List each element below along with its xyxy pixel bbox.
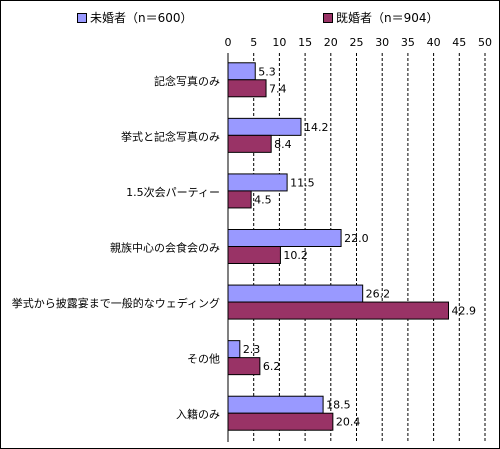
legend-swatch-unmarried bbox=[77, 12, 87, 23]
category-label: 挙式と記念写真のみ bbox=[121, 129, 220, 143]
category-label: 入籍のみ bbox=[176, 407, 220, 421]
data-label: 2.3 bbox=[243, 343, 261, 356]
category-label: 挙式から披露宴まで一般的なウェディング bbox=[12, 296, 220, 310]
bar bbox=[227, 79, 267, 98]
data-label: 22.0 bbox=[344, 232, 369, 245]
legend-item-married: 既婚者（n＝904） bbox=[323, 9, 439, 26]
data-label: 20.4 bbox=[336, 416, 361, 429]
x-tick-label: 0 bbox=[225, 36, 232, 49]
x-tick-label: 25 bbox=[350, 36, 364, 49]
x-tick-label: 35 bbox=[401, 36, 415, 49]
category-label: 記念写真のみ bbox=[154, 74, 220, 88]
x-tick-label: 45 bbox=[452, 36, 466, 49]
bar bbox=[227, 284, 364, 303]
x-tick-label: 15 bbox=[298, 36, 312, 49]
data-label: 5.3 bbox=[258, 65, 276, 78]
x-tick-label: 40 bbox=[427, 36, 441, 49]
data-label: 8.4 bbox=[274, 138, 292, 151]
data-label: 18.5 bbox=[326, 399, 351, 412]
data-label: 10.2 bbox=[283, 249, 308, 262]
legend-label-unmarried: 未婚者（n＝600） bbox=[90, 11, 193, 25]
bar bbox=[227, 340, 241, 359]
data-label: 7.4 bbox=[269, 82, 287, 95]
legend-item-unmarried: 未婚者（n＝600） bbox=[77, 9, 193, 26]
category-label: 親族中心の会食会のみ bbox=[110, 241, 220, 255]
bar bbox=[227, 301, 450, 320]
bar bbox=[227, 190, 252, 209]
data-label: 11.5 bbox=[290, 176, 315, 189]
legend-label-married: 既婚者（n＝904） bbox=[336, 11, 439, 25]
x-tick-label: 30 bbox=[375, 36, 389, 49]
x-tick-label: 50 bbox=[478, 36, 492, 49]
data-label: 14.2 bbox=[304, 121, 329, 134]
legend-swatch-married bbox=[323, 12, 333, 23]
bar bbox=[227, 412, 334, 431]
bar bbox=[227, 134, 272, 153]
x-tick-label: 10 bbox=[272, 36, 286, 49]
data-label: 42.9 bbox=[452, 305, 477, 318]
x-tick-label: 20 bbox=[324, 36, 338, 49]
category-label: 1.5次会パーティー bbox=[126, 185, 220, 199]
bar bbox=[227, 357, 261, 376]
data-label: 4.5 bbox=[254, 193, 272, 206]
data-label: 6.2 bbox=[263, 360, 281, 373]
data-label: 26.2 bbox=[366, 288, 391, 301]
bar bbox=[227, 395, 324, 414]
category-label: その他 bbox=[187, 353, 220, 366]
bar bbox=[227, 117, 302, 136]
bar bbox=[227, 246, 281, 264]
bar bbox=[227, 173, 288, 192]
x-tick-label: 5 bbox=[250, 36, 257, 49]
bar bbox=[227, 62, 256, 81]
bar bbox=[227, 229, 342, 247]
